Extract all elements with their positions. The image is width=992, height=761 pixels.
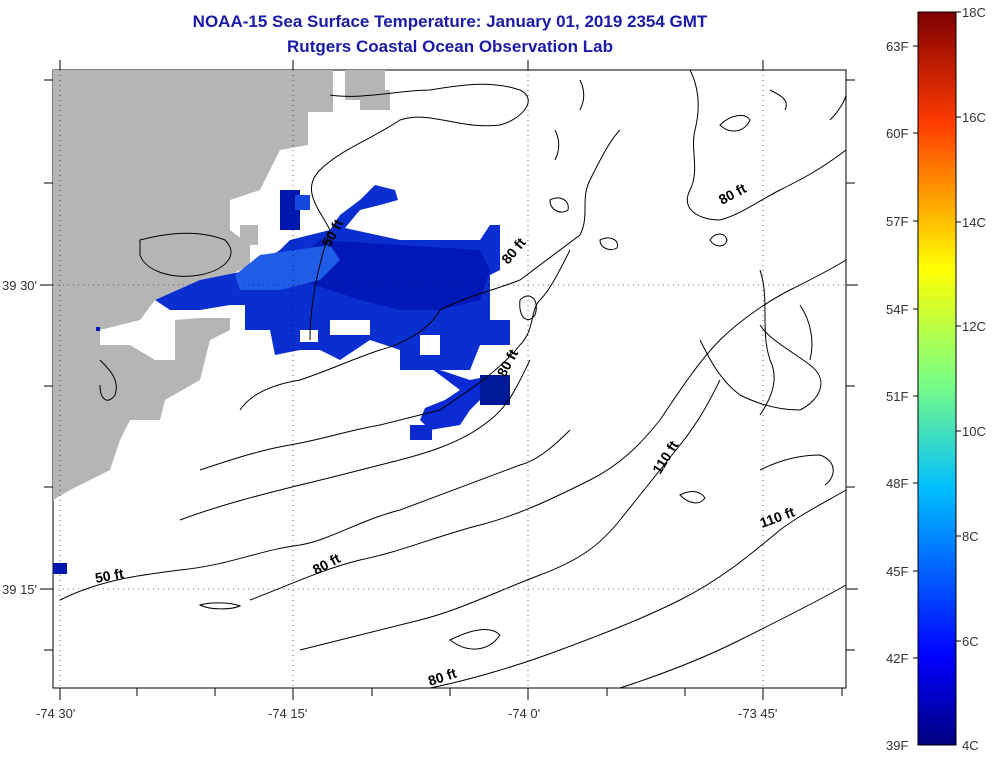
colorbar-c-label: 4C (962, 738, 979, 753)
map-subtitle: Rutgers Coastal Ocean Observation Lab (287, 37, 613, 56)
colorbar-c-label: 6C (962, 634, 979, 649)
lon-label: -74 30' (36, 706, 76, 721)
graticule (53, 70, 846, 688)
colorbar-f-label: 54F (886, 302, 909, 317)
colorbar-f-label: 45F (886, 564, 909, 579)
colorbar-c-label: 18C (962, 5, 986, 20)
lat-label: 39 30' (2, 278, 38, 293)
colorbar-f-label: 42F (886, 651, 909, 666)
colorbar-gradient (917, 11, 957, 746)
sst-pixels (53, 185, 510, 574)
colorbar-f-label: 48F (886, 476, 909, 491)
contour-label: 50 ft (94, 565, 125, 586)
axis-ticks (40, 60, 858, 700)
map-title: NOAA-15 Sea Surface Temperature: January… (192, 12, 708, 31)
colorbar-f-label: 39F (886, 738, 909, 753)
lat-label: 39 15' (2, 582, 38, 597)
lon-label: -73 45' (738, 706, 778, 721)
colorbar-f-label: 51F (886, 389, 909, 404)
lon-label: -74 0' (508, 706, 541, 721)
colorbar-c-label: 10C (962, 424, 986, 439)
lon-label: -74 15' (268, 706, 308, 721)
colorbar-f-label: 63F (886, 39, 909, 54)
colorbar-f-label: 57F (886, 214, 909, 229)
colorbar-f-label: 60F (886, 126, 909, 141)
colorbar-ticks (913, 11, 961, 659)
colorbar-c-label: 14C (962, 215, 986, 230)
bathymetry-contours (59, 69, 847, 689)
colorbar-c-label: 16C (962, 110, 986, 125)
colorbar-c-label: 12C (962, 319, 986, 334)
colorbar-c-label: 8C (962, 529, 979, 544)
